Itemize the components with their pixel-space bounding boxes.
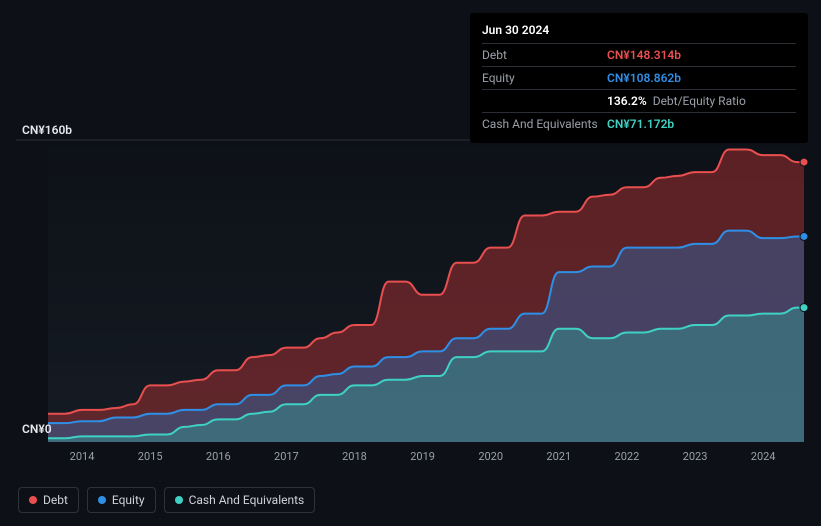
series-end-marker-icon (800, 232, 808, 240)
x-axis-tick: 2019 (410, 450, 435, 463)
tooltip-row-label: Equity (482, 71, 607, 85)
tooltip-panel: Jun 30 2024 DebtCN¥148.314bEquityCN¥108.… (470, 13, 808, 143)
tooltip-row-label: Cash And Equivalents (482, 117, 607, 131)
legend-item-label: Debt (43, 493, 68, 507)
tooltip-row: Cash And EquivalentsCN¥71.172b (482, 112, 796, 135)
y-axis-label: CN¥0 (22, 422, 52, 436)
x-axis-tick: 2017 (274, 450, 299, 463)
tooltip-row: 136.2% Debt/Equity Ratio (482, 89, 796, 112)
legend-item-label: Cash And Equivalents (189, 493, 305, 507)
x-axis-tick: 2015 (138, 450, 163, 463)
legend-item-label: Equity (112, 493, 145, 507)
x-axis-tick: 2023 (683, 450, 708, 463)
tooltip-row-value: CN¥148.314b (607, 48, 681, 62)
chart-container: Jun 30 2024 DebtCN¥148.314bEquityCN¥108.… (0, 0, 821, 526)
legend-dot-icon (98, 496, 106, 504)
x-axis-tick: 2024 (751, 450, 776, 463)
legend-item-cash-and-equivalents[interactable]: Cash And Equivalents (164, 487, 316, 513)
legend-item-debt[interactable]: Debt (18, 487, 79, 513)
tooltip-row-label (482, 94, 607, 108)
x-axis-tick: 2018 (342, 450, 367, 463)
y-axis-label: CN¥160b (22, 123, 72, 137)
x-axis-tick: 2016 (206, 450, 231, 463)
x-axis-tick: 2014 (70, 450, 95, 463)
x-axis-tick: 2022 (615, 450, 640, 463)
legend-item-equity[interactable]: Equity (87, 487, 156, 513)
series-end-marker-icon (800, 158, 808, 166)
tooltip-row-label: Debt (482, 48, 607, 62)
x-axis-tick: 2020 (478, 450, 503, 463)
x-axis-tick: 2021 (546, 450, 571, 463)
legend: Debt Equity Cash And Equivalents (18, 487, 315, 513)
tooltip-date: Jun 30 2024 (482, 23, 796, 37)
tooltip-row-value: CN¥71.172b (607, 117, 674, 131)
tooltip-ratio-value: 136.2% (607, 94, 647, 108)
tooltip-ratio-label: Debt/Equity Ratio (653, 94, 746, 108)
series-end-marker-icon (800, 304, 808, 312)
legend-dot-icon (175, 496, 183, 504)
tooltip-row: EquityCN¥108.862b (482, 66, 796, 89)
legend-dot-icon (29, 496, 37, 504)
tooltip-row-value: CN¥108.862b (607, 71, 681, 85)
tooltip-row: DebtCN¥148.314b (482, 43, 796, 66)
